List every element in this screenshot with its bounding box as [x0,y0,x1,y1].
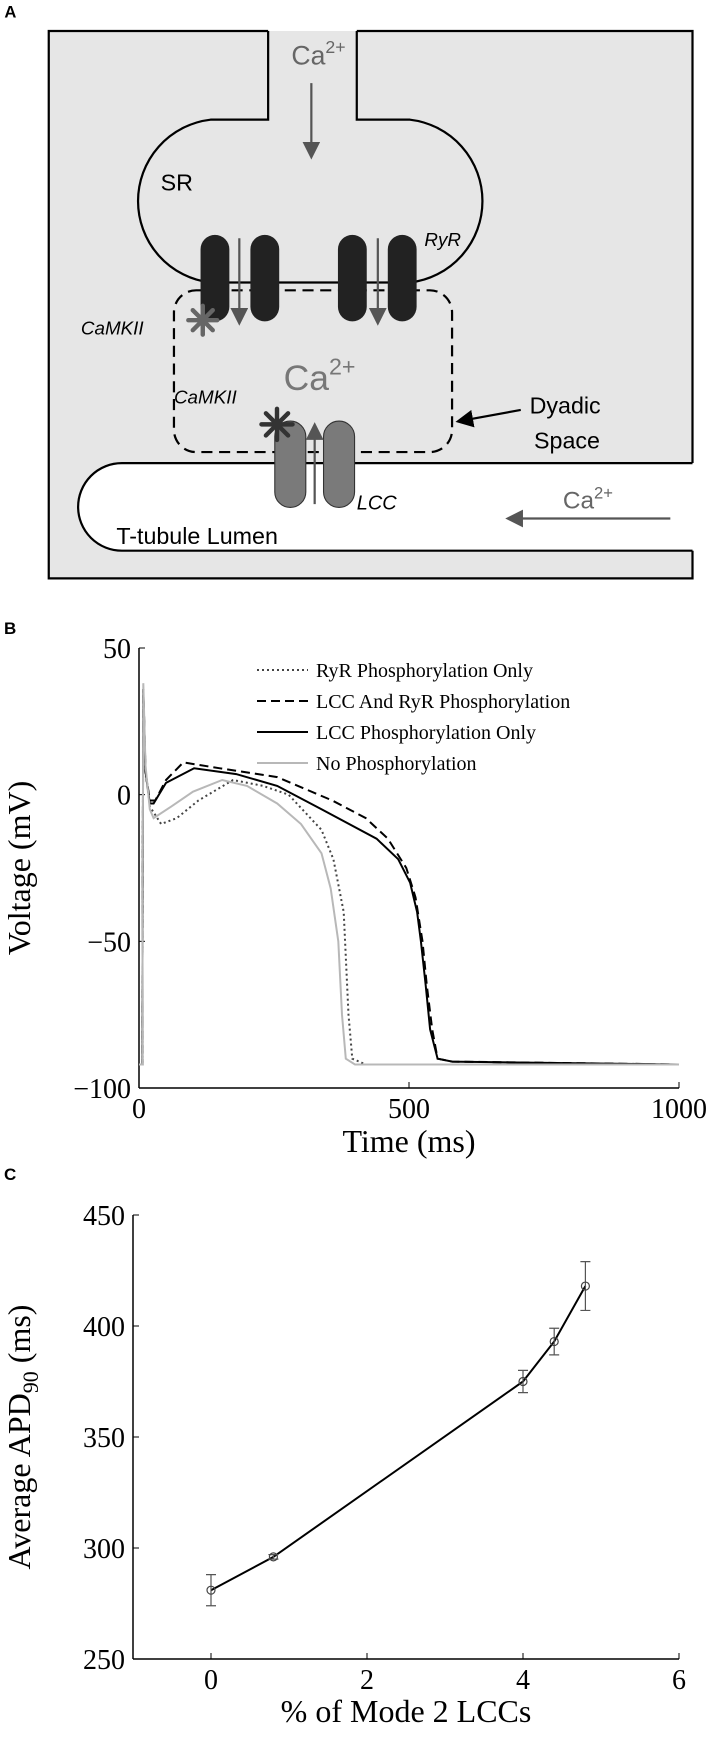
y-label-text: Average APD [1,1393,37,1569]
t-tubule-fill [78,463,696,551]
ca-text: Ca [563,488,595,515]
ryr-subunit [337,234,367,322]
dyadic-label: Space [534,428,600,454]
error-bar [580,1261,591,1312]
data-point [549,1336,559,1347]
lumen-label: T-tubule Lumen [116,523,278,549]
lcc-subunit [274,420,307,509]
data-point [206,1585,216,1595]
y-tick-label: 0 [117,781,131,812]
legend-label: RyR Phosphorylation Only [316,660,533,682]
data-point [268,1552,278,1562]
ryr-subunit [200,234,230,322]
ca-charge: 2+ [329,354,356,380]
y-tick-label: 450 [83,1201,125,1232]
data-line [210,1285,587,1592]
data-point [518,1376,528,1387]
data-point [580,1281,591,1291]
y-label-subscript: 90 [18,1371,43,1393]
ryr-label: RyR [424,229,461,250]
lcc-label: LCC [357,493,397,515]
y-tick-label: 300 [83,1534,125,1565]
camkii-label: CaMKII [81,318,145,339]
camkii-upper-icon [186,303,220,337]
ryr-subunit [387,234,417,322]
x-axis-label: % of Mode 2 LCCs [281,1693,532,1729]
y-tick-label: 50 [103,634,131,665]
data-line [139,689,680,1066]
pointer-arrow [455,408,521,428]
y-axis-label: Voltage (mV) [1,781,37,955]
error-bar [518,1369,528,1394]
ca-label: Ca2+ [563,484,613,515]
legend-label: No Phosphorylation [316,753,477,775]
x-axis-label: Time (ms) [342,1123,475,1159]
y-label-suffix: (ms) [1,1305,37,1372]
ca-charge: 2+ [325,37,345,57]
ryr-subunit [250,234,280,322]
chart: C 0 2 4 6 250 300 350 400 450 % of Mode 2 LCCs Aver… [1,1165,686,1729]
x-tick-label: 0 [204,1665,218,1696]
dyadic-space [172,289,454,454]
camkii-label: CaMKII [174,386,238,407]
y-tick-label: −50 [87,927,131,958]
data-line [139,689,680,1066]
data-line [139,683,679,1066]
t-tubule-outline [77,462,693,552]
chart: B 0 500 1000 −100 −50 0 50 Time (ms) Voltage (mV)… [1,619,707,1159]
x-tick-label: 0 [132,1094,146,1125]
y-axis-label: Average APD90 (ms) [1,1305,43,1570]
y-tick-label: 250 [83,1645,125,1676]
y-tick-label: 350 [83,1423,125,1454]
ca-label: Ca2+ [284,354,356,399]
x-tick-label: 2 [360,1665,374,1696]
x-tick-label: 1000 [651,1094,707,1125]
x-tick-label: 6 [672,1665,686,1696]
ca-label: Ca2+ [291,37,345,70]
y-tick-label: −100 [73,1074,131,1105]
panel-label: A [4,3,16,22]
ca-text: Ca [284,358,330,398]
ca-text: Ca [291,40,325,70]
camkii-lower-icon [259,406,295,443]
ca-charge: 2+ [594,484,613,503]
sr-label: SR [161,170,193,196]
panel-a: A [4,3,696,580]
y-tick-label: 400 [83,1312,125,1343]
error-bar [206,1574,216,1607]
lcc-channel [274,420,356,509]
legend-label: LCC And RyR Phosphorylation [316,691,570,713]
lcc-subunit [322,420,356,509]
data-line [139,689,679,1066]
legend-label: LCC Phosphorylation Only [316,722,536,744]
ryr-channels [200,234,417,322]
error-bar [549,1327,560,1356]
x-tick-label: 500 [388,1094,430,1125]
panel-label: C [4,1165,16,1184]
dyadic-label: Dyadic [530,392,601,418]
panel-label: B [4,619,16,638]
cell-border [47,29,694,580]
flux-arrows [230,83,671,528]
x-tick-label: 4 [516,1665,530,1696]
